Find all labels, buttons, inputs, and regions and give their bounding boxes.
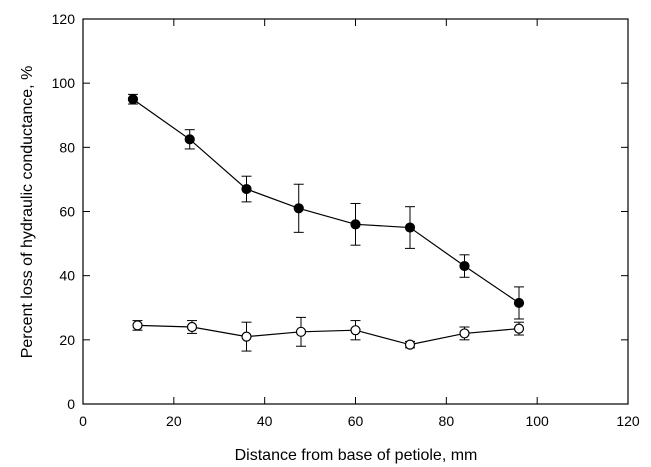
x-tick-label: 100 (525, 413, 549, 429)
y-tick-label: 20 (59, 332, 75, 348)
x-tick-label: 80 (439, 413, 455, 429)
data-point (459, 328, 470, 339)
y-axis-label: Percent loss of hydraulic conductance, % (19, 66, 36, 359)
data-point (459, 260, 470, 272)
data-point (241, 183, 252, 195)
data-point (127, 94, 139, 105)
x-axis-ticks: 0 20 40 60 80 100 120 (79, 19, 640, 429)
data-point (186, 321, 198, 333)
series-layer (127, 93, 525, 352)
y-tick-label: 80 (59, 139, 75, 155)
x-tick-label: 120 (616, 413, 640, 429)
x-tick-label: 40 (257, 413, 273, 429)
data-point (513, 297, 525, 309)
series-line (132, 98, 520, 304)
data-point (293, 203, 304, 214)
data-point (184, 134, 195, 145)
data-point (241, 331, 252, 342)
x-tick-label: 20 (166, 413, 182, 429)
data-point (350, 325, 361, 336)
data-point (404, 339, 416, 350)
data-point (513, 323, 525, 334)
series-1 (127, 93, 525, 320)
data-point (404, 222, 416, 233)
y-tick-label: 0 (67, 396, 75, 412)
x-tick-label: 0 (79, 413, 87, 429)
y-tick-label: 100 (52, 75, 76, 91)
y-tick-label: 40 (59, 268, 75, 284)
x-tick-label: 60 (348, 413, 364, 429)
data-point (350, 219, 361, 230)
series-line (137, 324, 520, 346)
y-tick-label: 60 (59, 204, 75, 220)
data-point (295, 326, 307, 337)
y-axis-ticks: 0 20 40 60 80 100 120 (52, 11, 628, 412)
y-tick-label: 120 (52, 11, 76, 27)
series-2 (132, 316, 525, 352)
x-axis-label: Distance from base of petiole, mm (235, 447, 478, 464)
data-point (132, 320, 143, 331)
